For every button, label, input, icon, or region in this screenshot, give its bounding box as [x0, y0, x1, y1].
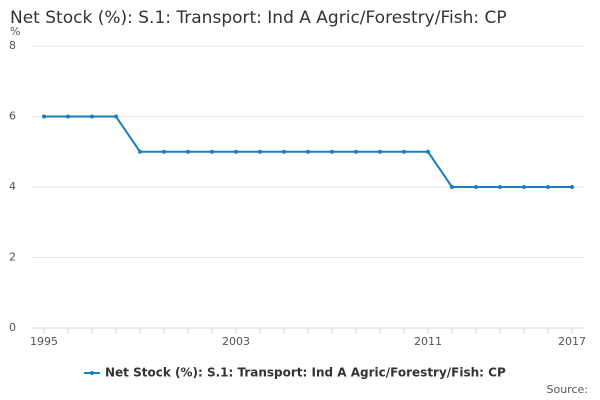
x-tick-label: 2003 — [222, 335, 250, 348]
y-tick-label: 4 — [9, 180, 16, 193]
x-tick-label: 2017 — [558, 335, 586, 348]
x-tick-label: 2011 — [414, 335, 442, 348]
point — [450, 185, 454, 189]
source: Source: — [547, 383, 589, 396]
point — [570, 185, 574, 189]
point — [474, 185, 478, 189]
legend-marker — [90, 371, 94, 375]
legend: Net Stock (%): S.1: Transport: Ind A Agr… — [105, 366, 506, 380]
point — [258, 149, 262, 154]
point — [354, 149, 358, 154]
point — [234, 149, 238, 154]
point — [186, 149, 190, 154]
y-tick-label: 6 — [9, 110, 16, 123]
y-tick-label: 2 — [9, 251, 16, 264]
point — [114, 114, 118, 119]
point — [42, 114, 46, 119]
point — [282, 149, 286, 154]
point — [210, 149, 214, 154]
y-axis-label: % — [10, 25, 20, 38]
point — [138, 149, 142, 154]
point — [66, 114, 70, 119]
chart-title: Net Stock (%): S.1: Transport: Ind A Agr… — [10, 8, 507, 28]
y-tick-label: 8 — [9, 39, 16, 52]
x-tick-label: 1995 — [30, 335, 58, 348]
point — [162, 149, 166, 154]
point — [330, 149, 334, 154]
point — [378, 149, 382, 154]
point — [498, 185, 502, 189]
point — [522, 185, 526, 189]
y-tick-label: 0 — [9, 321, 16, 334]
point — [90, 114, 94, 119]
point — [402, 149, 406, 154]
point — [546, 185, 550, 189]
point — [306, 149, 310, 154]
point — [426, 149, 430, 154]
